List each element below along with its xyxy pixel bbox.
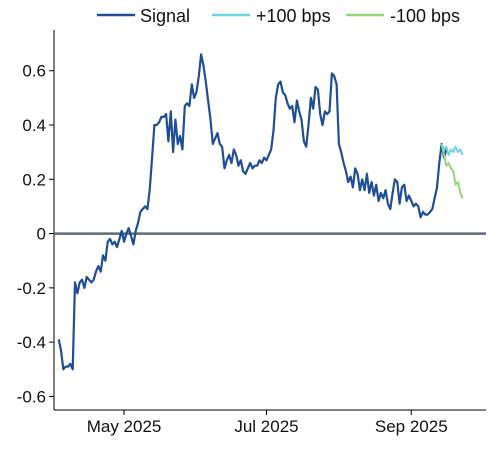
y-tick-label: -0.6 bbox=[17, 387, 46, 406]
legend-item-plus-100-bps: +100 bps bbox=[212, 6, 331, 26]
x-tick-label: Jul 2025 bbox=[234, 417, 298, 436]
legend-label-minus-100-bps: -100 bps bbox=[390, 6, 460, 26]
x-tick-label: Sep 2025 bbox=[375, 417, 448, 436]
series-line-100-bps bbox=[440, 143, 464, 199]
y-tick-label: -0.4 bbox=[17, 333, 46, 352]
series-line-signal bbox=[57, 53, 448, 371]
series-layer bbox=[57, 53, 464, 371]
y-axis-ticks: 0.6 0.4 0.2 0 -0.2 -0.4 -0.6 bbox=[17, 62, 54, 406]
x-tick-label: May 2025 bbox=[87, 417, 162, 436]
x-axis-ticks: May 2025 Jul 2025 Sep 2025 bbox=[87, 410, 448, 436]
y-tick-label: 0.4 bbox=[22, 116, 46, 135]
legend-label-signal: Signal bbox=[140, 6, 190, 26]
y-tick-label: 0 bbox=[37, 225, 46, 244]
y-tick-label: 0.2 bbox=[22, 170, 46, 189]
legend-item-signal: Signal bbox=[97, 6, 190, 26]
legend-label-plus-100-bps: +100 bps bbox=[256, 6, 331, 26]
y-tick-label: 0.6 bbox=[22, 62, 46, 81]
y-tick-label: -0.2 bbox=[17, 279, 46, 298]
legend-item-minus-100-bps: -100 bps bbox=[346, 6, 460, 26]
series-line-100-bps bbox=[440, 143, 464, 156]
legend: Signal +100 bps -100 bps bbox=[97, 6, 460, 26]
